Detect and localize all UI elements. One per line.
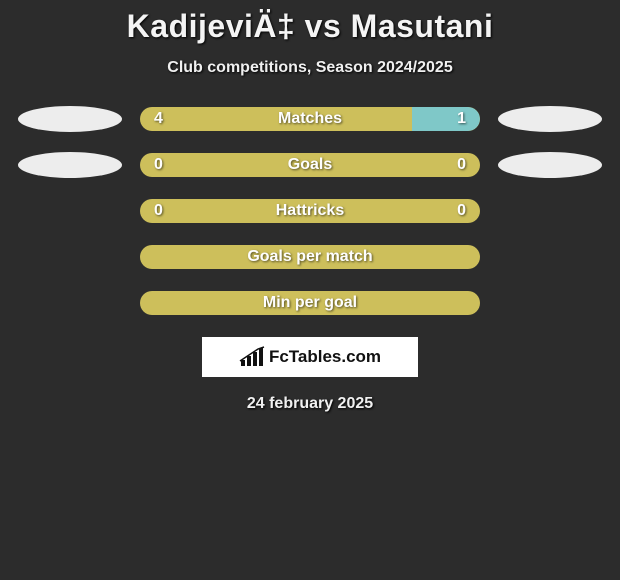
stat-label: Goals per match xyxy=(180,248,440,266)
stats-list: 4Matches10Goals00Hattricks0Goals per mat… xyxy=(0,107,620,315)
stat-value-left: 0 xyxy=(140,156,180,174)
stat-bar: 0Goals0 xyxy=(140,153,480,177)
stat-row: Min per goal xyxy=(0,291,620,315)
stat-bar: 0Hattricks0 xyxy=(140,199,480,223)
page-title: KadijeviÄ‡ vs Masutani xyxy=(0,8,620,45)
stat-bar: Min per goal xyxy=(140,291,480,315)
stat-label: Matches xyxy=(180,110,440,128)
bar-chart-icon xyxy=(239,346,265,368)
logo-text: FcTables.com xyxy=(269,347,381,367)
stat-bar: Goals per match xyxy=(140,245,480,269)
player-right-ellipse xyxy=(498,152,602,178)
stat-label: Hattricks xyxy=(180,202,440,220)
stat-row: 0Hattricks0 xyxy=(0,199,620,223)
page-subtitle: Club competitions, Season 2024/2025 xyxy=(0,59,620,77)
player-left-ellipse xyxy=(18,152,122,178)
stat-value-left: 0 xyxy=(140,202,180,220)
stat-value-right: 1 xyxy=(440,110,480,128)
stat-label: Min per goal xyxy=(180,294,440,312)
stat-value-right: 0 xyxy=(440,202,480,220)
player-right-ellipse xyxy=(498,106,602,132)
stat-row: 4Matches1 xyxy=(0,107,620,131)
stat-label: Goals xyxy=(180,156,440,174)
stat-bar: 4Matches1 xyxy=(140,107,480,131)
stat-row: 0Goals0 xyxy=(0,153,620,177)
stat-value-left: 4 xyxy=(140,110,180,128)
logo-box: FcTables.com xyxy=(202,337,418,377)
player-left-ellipse xyxy=(18,106,122,132)
stat-row: Goals per match xyxy=(0,245,620,269)
footer-date: 24 february 2025 xyxy=(0,395,620,413)
stat-value-right: 0 xyxy=(440,156,480,174)
